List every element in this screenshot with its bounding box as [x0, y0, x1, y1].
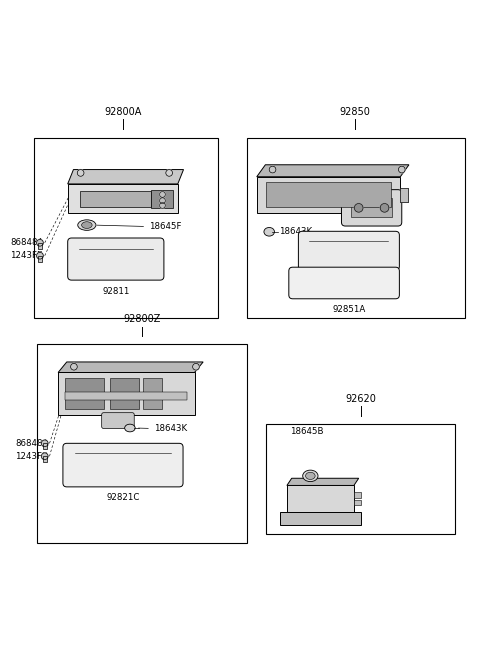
FancyBboxPatch shape [299, 231, 399, 270]
Circle shape [159, 202, 165, 208]
FancyBboxPatch shape [289, 267, 399, 299]
Bar [38, 255, 42, 262]
Text: 92821C: 92821C [106, 493, 140, 502]
Text: 86848A: 86848A [15, 439, 48, 448]
Text: 18645B: 18645B [290, 427, 324, 436]
Circle shape [398, 166, 405, 173]
Polygon shape [68, 170, 183, 184]
Text: 92850: 92850 [339, 107, 370, 117]
Text: 86848A: 86848A [10, 238, 44, 248]
Ellipse shape [303, 470, 318, 481]
Circle shape [192, 364, 199, 370]
Text: 18645F: 18645F [97, 223, 181, 231]
Bar [354, 500, 360, 506]
FancyBboxPatch shape [341, 190, 402, 226]
Bar [43, 457, 47, 462]
Circle shape [41, 453, 48, 460]
Circle shape [77, 170, 84, 176]
Bar [43, 443, 47, 449]
Text: 1243FE: 1243FE [15, 452, 48, 460]
Circle shape [166, 170, 172, 176]
Circle shape [354, 204, 363, 212]
Polygon shape [257, 177, 400, 213]
Text: 92800Z: 92800Z [123, 314, 161, 324]
Bar [247, 138, 465, 318]
Circle shape [380, 204, 389, 212]
Bar [400, 187, 408, 202]
Polygon shape [58, 362, 203, 373]
Polygon shape [287, 485, 354, 512]
Text: 18643K: 18643K [138, 424, 187, 434]
Text: 18643K: 18643K [279, 227, 312, 236]
Circle shape [71, 364, 77, 370]
Circle shape [36, 252, 43, 259]
Polygon shape [80, 191, 152, 207]
Text: 92800A: 92800A [104, 107, 142, 117]
Bar [266, 424, 456, 534]
Text: 92851A: 92851A [332, 305, 365, 314]
Text: 92620: 92620 [345, 394, 376, 404]
Polygon shape [266, 181, 391, 207]
Ellipse shape [78, 220, 96, 231]
Ellipse shape [125, 424, 135, 432]
Text: 92811: 92811 [102, 287, 130, 296]
Bar [354, 492, 360, 498]
Circle shape [159, 198, 165, 204]
Polygon shape [58, 373, 194, 415]
FancyBboxPatch shape [102, 413, 134, 428]
Polygon shape [287, 478, 359, 485]
Polygon shape [152, 190, 173, 208]
FancyBboxPatch shape [63, 443, 183, 487]
Bar [351, 198, 392, 217]
Bar [38, 243, 42, 249]
FancyBboxPatch shape [68, 238, 164, 280]
Polygon shape [68, 184, 178, 213]
Circle shape [36, 240, 43, 246]
Bar [65, 392, 187, 400]
Bar [400, 187, 408, 202]
Bar [34, 138, 218, 318]
Circle shape [269, 166, 276, 173]
Ellipse shape [306, 472, 315, 479]
Bar [36, 345, 247, 543]
Circle shape [41, 440, 48, 447]
Text: 1243FE: 1243FE [10, 252, 43, 260]
Ellipse shape [82, 222, 92, 229]
Bar [144, 378, 162, 409]
Polygon shape [280, 512, 361, 525]
Circle shape [159, 191, 165, 197]
Bar [65, 378, 104, 409]
Polygon shape [257, 165, 409, 177]
Ellipse shape [264, 227, 275, 236]
Bar [110, 378, 139, 409]
